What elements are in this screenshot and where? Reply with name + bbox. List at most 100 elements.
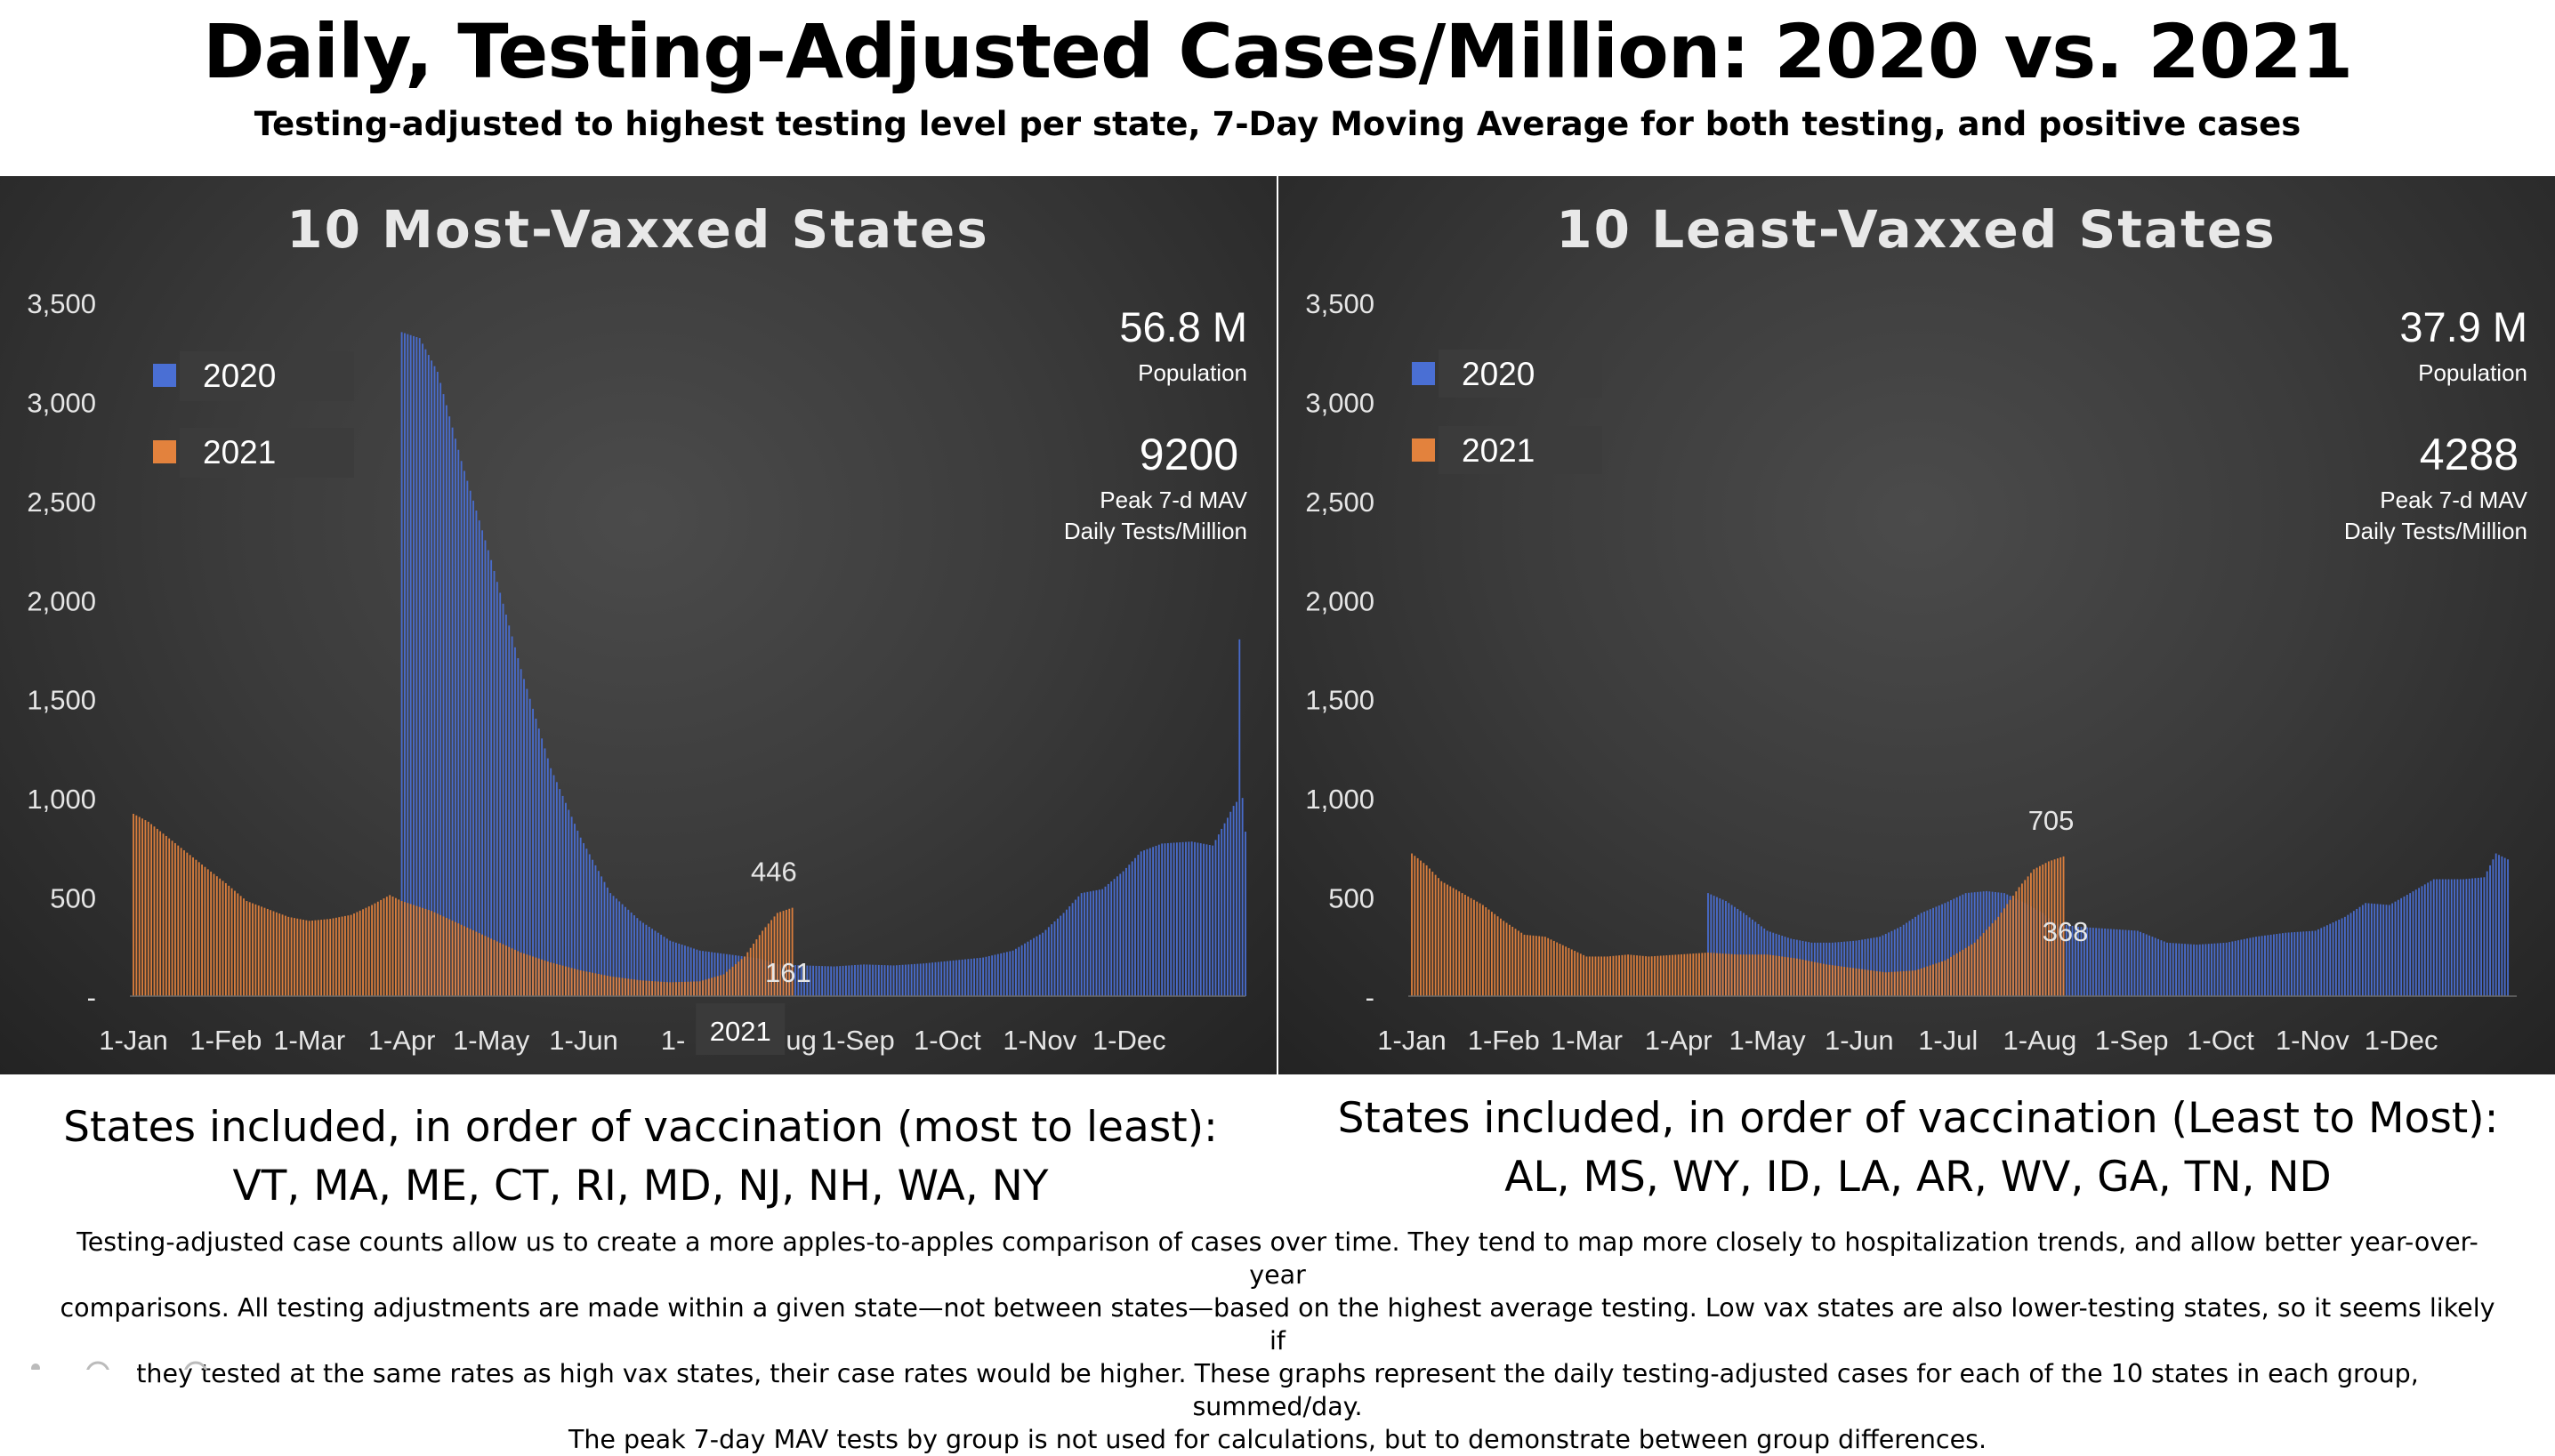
bar-2021: [770, 920, 773, 996]
bar-2020: [1707, 893, 1709, 996]
bar-2020: [2329, 923, 2332, 996]
bar-2021: [224, 882, 227, 996]
bar-2021: [1650, 956, 1653, 996]
bar-2021: [156, 828, 158, 996]
bar-2021: [460, 924, 463, 996]
data-label: 161: [765, 957, 811, 988]
bar-2020: [1208, 844, 1211, 996]
bar-2020: [994, 954, 996, 996]
bar-2020: [526, 688, 528, 996]
bar-2021: [1808, 961, 1810, 996]
bar-2020: [1923, 912, 1925, 996]
bar-2021: [234, 890, 236, 996]
bar-2021: [1645, 956, 1647, 996]
bar-2021: [2056, 858, 2059, 996]
x-tick-label: 1-Oct: [2187, 1025, 2254, 1056]
bar-2021: [1609, 956, 1612, 996]
bar-2020: [409, 334, 412, 996]
bar-2020: [2234, 940, 2237, 996]
x-tick-label: ug: [786, 1025, 816, 1056]
bar-2020: [2142, 933, 2145, 996]
bar-2020: [2169, 943, 2172, 996]
bar-2020: [1946, 901, 1949, 996]
bar-2020: [1146, 849, 1149, 996]
bar-2020: [1137, 855, 1140, 996]
bar-2021: [1434, 874, 1437, 996]
bar-2020: [1941, 904, 1943, 996]
bar-2020: [845, 965, 847, 996]
bar-2020: [508, 625, 511, 996]
bar-2020: [1962, 894, 1964, 996]
bar-2021: [1639, 955, 1641, 996]
bar-2021: [317, 920, 319, 996]
bar-2020: [469, 490, 472, 996]
bar-2020: [1194, 841, 1196, 996]
bar-2020: [2172, 943, 2174, 996]
bar-2020: [684, 945, 686, 996]
x-tick-label: 1-Jan: [1377, 1025, 1447, 1056]
bar-2020: [919, 963, 922, 996]
x-tick-label: 1-Sep: [821, 1025, 895, 1056]
bar-2020: [1157, 844, 1160, 996]
bar-2021: [215, 876, 218, 996]
bar-2020: [821, 966, 824, 996]
bar-2021: [1893, 971, 1896, 996]
bar-2021: [2000, 913, 2003, 996]
bar-2021: [1855, 968, 1858, 996]
bar-2020: [2184, 944, 2186, 996]
footnote-line: The peak 7-day MAV tests by group is not…: [568, 1425, 1987, 1455]
bar-2021: [1914, 970, 1916, 996]
bar-2021: [347, 915, 350, 996]
bar-2020: [2252, 937, 2254, 996]
bar-2020: [544, 748, 546, 996]
bar-2020: [1009, 951, 1012, 996]
bar-2020: [1955, 897, 1958, 996]
bar-2021: [1568, 947, 1570, 996]
bar-2021: [1526, 935, 1528, 996]
bar-2021: [308, 921, 310, 996]
bar-2021: [1698, 953, 1700, 996]
bar-2020: [1888, 932, 1890, 996]
bar-2020: [2258, 936, 2261, 996]
bar-2020: [2246, 938, 2248, 996]
bar-2021: [1817, 962, 1819, 996]
peak-tests-value: 4288: [2420, 430, 2519, 479]
bar-2020: [1029, 939, 1032, 996]
bar-2020: [1131, 861, 1133, 996]
x-tick-label: 1-Aug: [2003, 1025, 2077, 1056]
bar-2021: [305, 920, 308, 996]
bar-2021: [684, 981, 686, 996]
bar-2021: [762, 930, 764, 996]
bar-2021: [1452, 888, 1455, 996]
bar-2020: [1056, 918, 1059, 996]
peak-tests-label: Daily Tests/Million: [2344, 518, 2527, 544]
bar-2020: [2267, 935, 2269, 996]
bar-2020: [833, 966, 835, 996]
bar-2021: [1496, 916, 1499, 996]
bar-2021: [625, 977, 626, 996]
bar-2020: [797, 965, 800, 996]
bar-2020: [2507, 859, 2509, 996]
bar-2021: [2044, 863, 2047, 996]
bar-2021: [266, 908, 269, 996]
bar-2020: [905, 964, 907, 996]
bar-2020: [2175, 943, 2177, 996]
bar-2020: [2349, 913, 2352, 996]
states-list: VT, MA, ME, CT, RI, MD, NJ, NH, WA, NY: [232, 1161, 1049, 1211]
bar-2020: [2418, 888, 2421, 996]
bar-2021: [609, 976, 612, 996]
bar-2020: [1003, 953, 1005, 996]
bar-2020: [678, 943, 681, 996]
bar-2020: [2293, 932, 2296, 996]
bar-2020: [967, 959, 970, 996]
bar-2021: [559, 964, 561, 996]
bar-2020: [1199, 843, 1202, 996]
bar-2021: [1772, 955, 1775, 996]
bar-2020: [2450, 879, 2453, 996]
bar-2021: [523, 953, 525, 996]
bar-2021: [592, 972, 594, 996]
bar-2020: [2445, 879, 2447, 996]
bar-2021: [2062, 856, 2065, 996]
bar-2020: [689, 947, 692, 996]
bar-2020: [806, 965, 809, 996]
